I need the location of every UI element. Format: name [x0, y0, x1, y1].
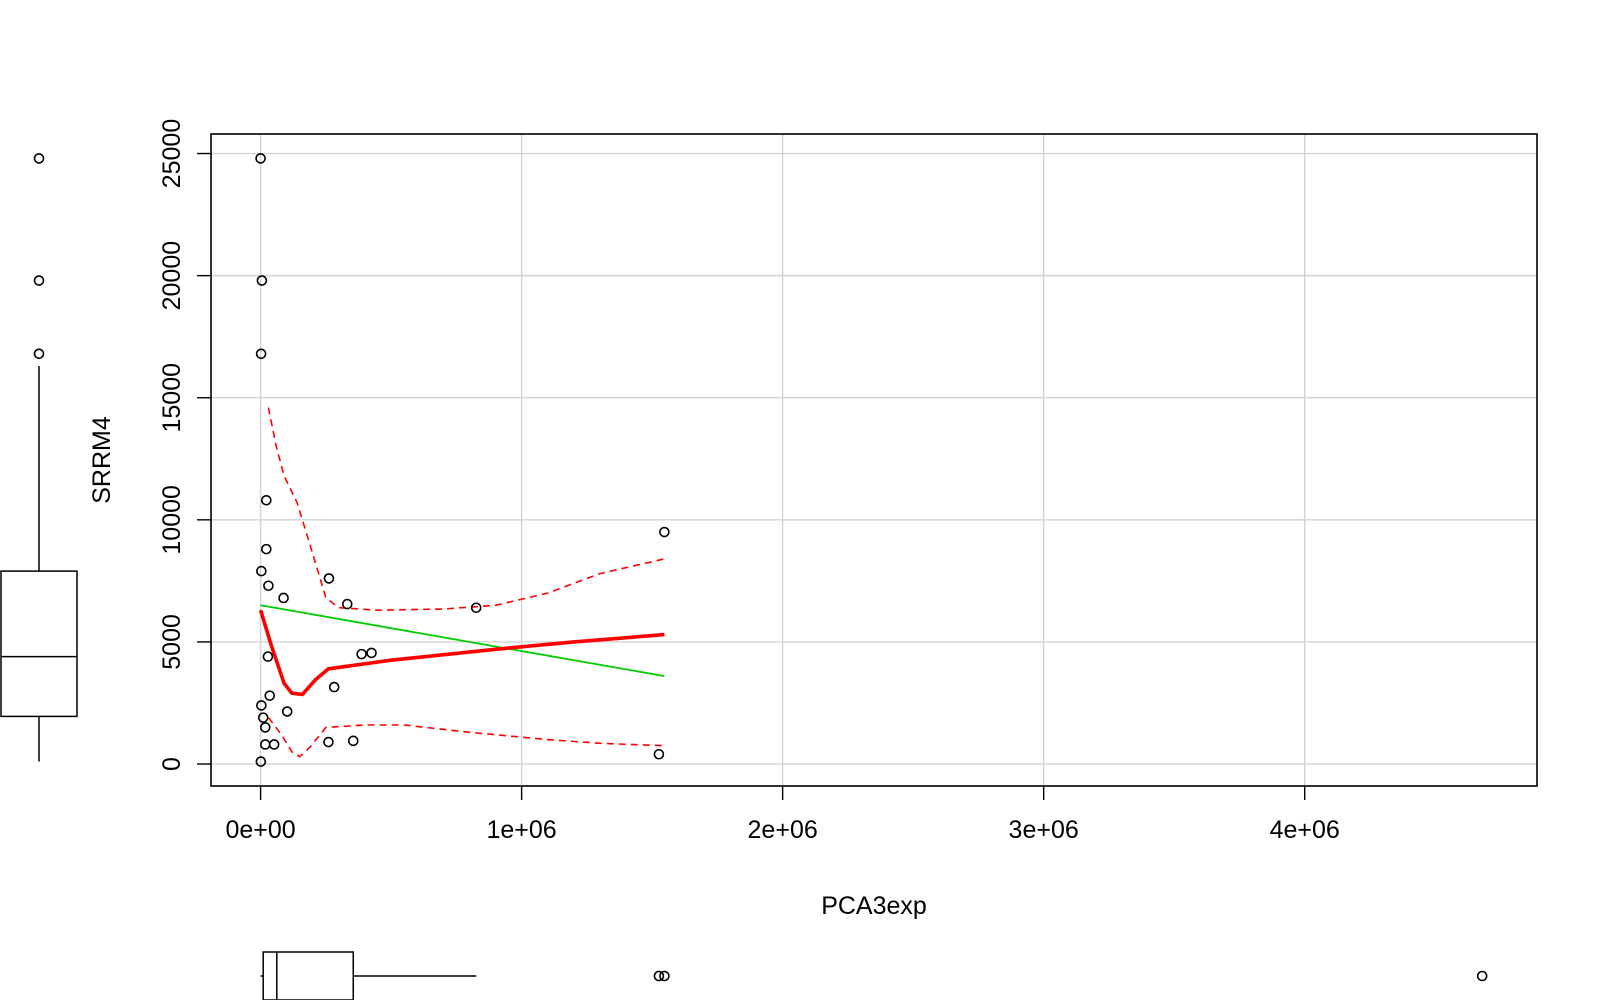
- smooth-line: [258, 609, 665, 697]
- data-point: [470, 602, 482, 614]
- smooth-band-upper: [267, 407, 665, 612]
- y-boxplot-outlier: [33, 348, 45, 360]
- y-marginal-boxplot: [0, 153, 78, 762]
- smooth-band-layer: [267, 407, 665, 758]
- smooth-band-lower: [267, 717, 665, 758]
- y-tick-label: 10000: [158, 485, 186, 555]
- y-tick-label: 5000: [158, 614, 186, 670]
- data-point: [256, 565, 267, 577]
- x-marginal-boxplot: [260, 951, 1488, 1001]
- x-boxplot-outlier: [653, 970, 665, 982]
- y-boxplot-outlier: [33, 153, 45, 164]
- x-axis-label: PCA3exp: [821, 892, 927, 920]
- x-tick-label: 1e+06: [487, 816, 557, 844]
- y-axis-label: SRRM4: [88, 416, 116, 504]
- y-tick-label: 25000: [158, 119, 186, 189]
- data-point: [323, 736, 334, 748]
- data-point: [264, 690, 276, 701]
- data-point: [259, 739, 271, 750]
- data-point: [653, 748, 665, 760]
- data-point: [323, 573, 335, 584]
- x-tick-label: 4e+06: [1270, 816, 1340, 844]
- data-point: [347, 735, 359, 747]
- y-tick-label: 15000: [158, 363, 186, 433]
- data-point: [257, 712, 269, 723]
- data-point: [281, 706, 293, 717]
- y-boxplot-outlier: [33, 275, 45, 286]
- line-layer: [258, 604, 665, 697]
- data-point: [659, 526, 670, 538]
- data-point: [328, 681, 340, 693]
- y-tick-label: 20000: [158, 241, 186, 311]
- data-point: [255, 348, 267, 360]
- data-point: [341, 598, 353, 610]
- data-point: [256, 275, 268, 286]
- data-point: [255, 153, 266, 164]
- x-boxplot-outlier: [1476, 970, 1488, 982]
- data-point: [263, 580, 274, 592]
- data-point: [256, 700, 267, 711]
- y-axis: 0 5000 10000 15000 20000 25000: [158, 119, 211, 771]
- data-point: [356, 648, 367, 660]
- y-tick-label: 0: [158, 757, 186, 771]
- y-boxplot-box: [0, 570, 78, 718]
- point-layer: [255, 153, 670, 767]
- data-point: [262, 651, 274, 662]
- regression-line: [260, 604, 665, 677]
- grid-layer: [211, 134, 1537, 786]
- data-point: [255, 756, 267, 767]
- data-point: [261, 494, 272, 506]
- data-point: [268, 739, 280, 750]
- x-tick-label: 3e+06: [1009, 816, 1079, 844]
- data-point: [261, 543, 272, 555]
- data-point: [278, 592, 289, 604]
- x-axis: 0e+00 1e+06 2e+06 3e+06 4e+06: [225, 786, 1340, 844]
- x-boxplot-outlier: [659, 970, 670, 982]
- x-tick-label: 0e+00: [225, 816, 295, 844]
- data-point: [366, 647, 377, 659]
- x-tick-label: 2e+06: [748, 816, 818, 844]
- plot-frame: [210, 133, 1538, 787]
- data-point: [259, 722, 271, 733]
